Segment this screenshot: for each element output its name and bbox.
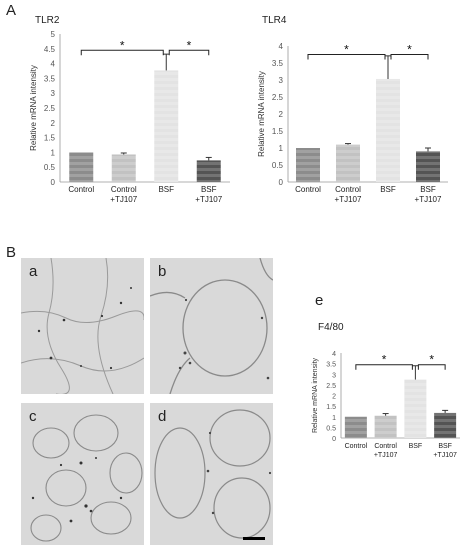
y-tick-label: 2.5 xyxy=(326,383,336,390)
x-tick-label: +TJ107 xyxy=(335,195,362,204)
panel-letter-b: B xyxy=(6,244,17,261)
y-tick-label: 3.5 xyxy=(44,74,56,83)
tlr2-chart-title: TLR2 xyxy=(35,15,60,26)
significance-bracket xyxy=(307,54,386,60)
x-tick-label: +TJ107 xyxy=(110,195,137,204)
micrograph-c: c xyxy=(21,403,144,545)
y-tick-label: 0 xyxy=(332,436,336,443)
micrograph-b: b xyxy=(150,258,273,394)
significance-star: * xyxy=(429,353,434,367)
y-axis-label: Relative mRNA intensity xyxy=(312,357,319,433)
bar xyxy=(376,78,400,182)
bar xyxy=(336,144,360,182)
tlr4-bar-chart: 0 0.5 1 1.5 2 2.5 3 3.5 4 Relative mRNA intensity… xyxy=(257,42,448,204)
y-tick-label: 3.5 xyxy=(272,59,284,68)
y-tick-label: 3.5 xyxy=(326,362,336,369)
y-tick-label: 0.5 xyxy=(44,163,56,172)
significance-bracket xyxy=(168,49,210,56)
significance-bracket xyxy=(390,54,429,60)
y-tick-label: 4 xyxy=(332,351,336,358)
x-tick-label: Control xyxy=(295,185,321,194)
tlr2-bar-chart: 0 0.5 1 1.5 2 2.5 3 3.5 4 4.5 5 Relative mRNA inten… xyxy=(29,30,230,204)
bar xyxy=(69,152,94,182)
x-tick-label: BSF xyxy=(158,185,174,194)
micrograph-label-b: b xyxy=(158,263,167,280)
y-tick-label: 2.5 xyxy=(44,104,56,113)
x-tick-label: Control xyxy=(335,185,361,194)
x-tick-label: +TJ107 xyxy=(415,195,442,204)
micrograph-label-a: a xyxy=(29,263,38,280)
y-tick-label: 0 xyxy=(279,178,284,187)
micrograph-label-c: c xyxy=(29,408,37,425)
y-tick-label: 1 xyxy=(279,144,284,153)
x-tick-label: Control xyxy=(374,443,397,450)
panel-letter-e: e xyxy=(315,292,324,309)
micrograph-d: d xyxy=(150,403,273,545)
y-tick-label: 3 xyxy=(279,76,284,85)
significance-star: * xyxy=(120,38,125,52)
tissue-texture-c xyxy=(30,414,143,542)
micrograph-a: a xyxy=(21,258,144,394)
y-tick-label: 0.5 xyxy=(326,425,336,432)
x-tick-label: +TJ107 xyxy=(374,452,398,459)
bar xyxy=(154,70,179,182)
bar xyxy=(374,415,397,438)
bar xyxy=(296,148,320,182)
y-tick-label: 3 xyxy=(332,372,336,379)
bar xyxy=(404,379,427,438)
x-tick-label: +TJ107 xyxy=(195,195,222,204)
y-tick-label: 2.5 xyxy=(272,93,284,102)
tissue-texture-d xyxy=(154,409,272,539)
bar xyxy=(344,416,367,438)
significance-bracket xyxy=(417,364,446,370)
y-tick-label: 1.5 xyxy=(272,127,284,136)
significance-star: * xyxy=(344,43,349,57)
significance-bracket xyxy=(80,49,164,56)
x-tick-label: +TJ107 xyxy=(433,452,457,459)
x-tick-label: BSF xyxy=(380,185,396,194)
bar xyxy=(111,154,136,182)
y-tick-label: 5 xyxy=(51,30,56,39)
y-tick-label: 0 xyxy=(51,178,56,187)
y-tick-label: 3 xyxy=(51,89,56,98)
x-tick-label: BSF xyxy=(201,185,217,194)
y-tick-label: 1 xyxy=(332,415,336,422)
y-axis-label: Relative mRNA intensity xyxy=(257,71,266,157)
x-tick-label: Control xyxy=(345,443,368,450)
bar xyxy=(416,151,440,182)
panel-letter-a: A xyxy=(6,2,17,19)
micrograph-label-d: d xyxy=(158,408,167,425)
scale-bar xyxy=(243,537,265,540)
x-tick-label: BSF xyxy=(438,443,452,450)
y-tick-label: 4 xyxy=(51,60,56,69)
y-tick-label: 4 xyxy=(279,42,284,51)
y-tick-label: 2 xyxy=(332,394,336,401)
bar xyxy=(196,160,221,182)
y-tick-label: 1.5 xyxy=(326,404,336,411)
x-tick-label: BSF xyxy=(420,185,436,194)
y-tick-label: 2 xyxy=(51,119,56,128)
x-tick-label: Control xyxy=(68,185,94,194)
tlr4-chart-title: TLR4 xyxy=(262,15,287,26)
significance-star: * xyxy=(187,38,192,52)
x-tick-label: BSF xyxy=(409,443,423,450)
y-axis-label: Relative mRNA intensity xyxy=(29,65,38,151)
f480-chart-title: F4/80 xyxy=(318,322,344,333)
tissue-texture-b xyxy=(150,258,273,394)
y-tick-label: 4.5 xyxy=(44,45,56,54)
f480-bar-chart: 0 0.5 1 1.5 2 2.5 3 3.5 4 Relative mRNA intensity… xyxy=(312,351,460,459)
y-tick-label: 0.5 xyxy=(272,161,284,170)
y-tick-label: 2 xyxy=(279,110,284,119)
significance-star: * xyxy=(382,353,387,367)
tissue-texture-a xyxy=(21,258,144,394)
y-tick-label: 1.5 xyxy=(44,134,56,143)
x-tick-label: Control xyxy=(111,185,137,194)
bar xyxy=(434,412,457,438)
significance-bracket xyxy=(355,364,413,370)
significance-star: * xyxy=(407,43,412,57)
y-tick-label: 1 xyxy=(51,148,56,157)
